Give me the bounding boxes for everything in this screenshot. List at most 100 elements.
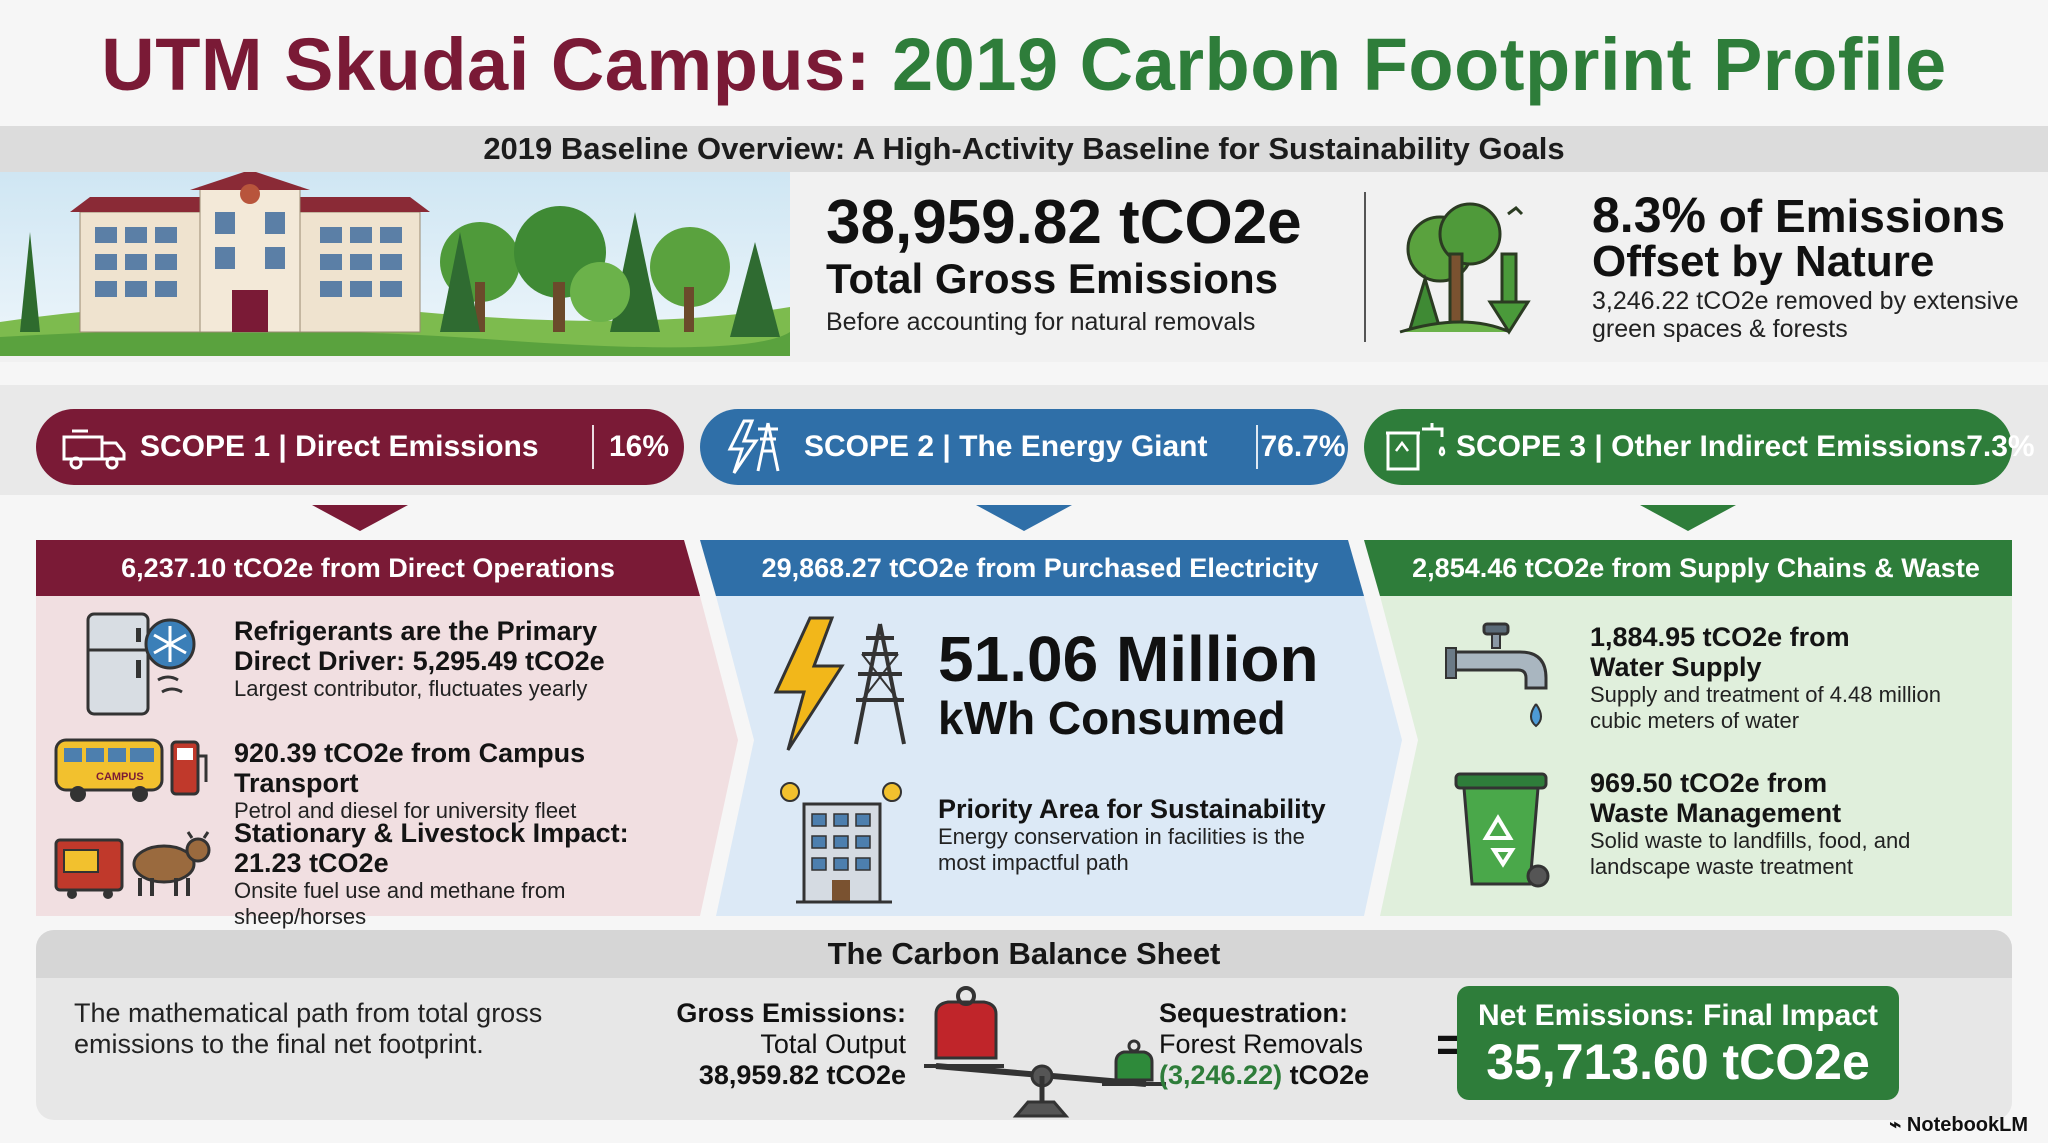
scope3-arrow (1640, 505, 1736, 531)
balance-scale-icon (924, 986, 1166, 1118)
refrigerator-snowflake-icon (86, 612, 196, 716)
scope2-label: SCOPE 2 | The Energy Giant (804, 430, 1208, 463)
hero-section: 38,959.82 tCO2e Total Gross Emissions Be… (0, 172, 2048, 362)
campus-forest-illustration (0, 172, 790, 356)
net-emissions-label: Net Emissions: Final Impact (1477, 999, 1879, 1032)
gross-emissions-label: Total Gross Emissions (826, 255, 1279, 302)
title-part1: UTM Skudai Campus: (101, 23, 871, 106)
balance-gross: Gross Emissions: Total Output 38,959.82 … (596, 998, 906, 1091)
trees-down-arrow-icon (1399, 202, 1531, 335)
bus-fuel-pump-icon: CAMPUS (54, 738, 208, 802)
hero-divider (1364, 192, 1366, 342)
priority-desc-line1: Energy conservation in facilities is the (938, 824, 1305, 849)
truck-icon (54, 417, 134, 477)
scope3-pill: SCOPE 3 | Other Indirect Emissions 7.3% (1364, 409, 2035, 485)
stationary-title-line1: Stationary & Livestock Impact: (234, 818, 629, 848)
page-title: UTM Skudai Campus: 2019 Carbon Footprint… (0, 22, 2048, 107)
waste-management-item: 969.50 tCO2e from Waste Management Solid… (1590, 768, 1990, 880)
balance-sequestration: Sequestration: Forest Removals (3,246.22… (1159, 998, 1419, 1091)
scope2-separator (1256, 425, 1258, 469)
scope2-arrow (976, 505, 1072, 531)
lightning-pylon-icon (773, 616, 906, 751)
water-desc-line1: Supply and treatment of 4.48 million (1590, 682, 1941, 707)
gross-emissions-note: Before accounting for natural removals (826, 308, 1256, 336)
bus-campus-text: CAMPUS (96, 771, 144, 783)
scope3-header: 2,854.46 tCO2e from Supply Chains & Wast… (1412, 553, 1980, 583)
generator-cow-icon (54, 831, 211, 899)
gross-emissions-block: 38,959.82 tCO2e Total Gross Emissions Be… (826, 190, 1302, 338)
priority-title: Priority Area for Sustainability (938, 794, 1326, 824)
baseline-subtitle: 2019 Baseline Overview: A High-Activity … (0, 126, 2048, 172)
balance-gross-sub: Total Output (760, 1029, 906, 1059)
waste-title-line1: 969.50 tCO2e from (1590, 768, 1828, 798)
stationary-title-line2: 21.23 tCO2e (234, 848, 389, 878)
gross-emissions-value: 38,959.82 tCO2e (826, 188, 1302, 257)
scope1-header: 6,237.10 tCO2e from Direct Operations (121, 553, 615, 583)
transport-desc: Petrol and diesel for university fleet (234, 798, 577, 823)
carbon-balance-sheet: The Carbon Balance Sheet The mathematica… (36, 930, 2012, 1120)
stationary-livestock-item: Stationary & Livestock Impact: 21.23 tCO… (234, 818, 694, 930)
water-title-line1: 1,884.95 tCO2e from (1590, 622, 1850, 652)
balance-desc-line1: The mathematical path from total gross (74, 998, 543, 1028)
scope1-separator (592, 425, 594, 469)
balance-description: The mathematical path from total gross e… (74, 998, 634, 1060)
scope1-panel: 6,237.10 tCO2e from Direct Operations Re… (36, 540, 700, 929)
building-lightbulb-icon (780, 782, 902, 904)
brand-icon: ⌁ (1889, 1114, 1907, 1136)
offset-percentage-line: 8.3% of Emissions (1592, 190, 2019, 242)
transport-item: 920.39 tCO2e from Campus Transport Petro… (234, 738, 694, 824)
scope2-percent: 76.7% (1260, 430, 1346, 463)
balance-seq-value-line: (3,246.22) tCO2e (1159, 1060, 1419, 1091)
net-emissions-value: 35,713.60 tCO2e (1486, 1034, 1870, 1090)
waste-desc-line2: landscape waste treatment (1590, 854, 1853, 879)
scope1-label: SCOPE 1 | Direct Emissions (140, 430, 539, 463)
scope1-percent: 16% (608, 430, 670, 463)
offset-percentage-suffix: of Emissions (1718, 190, 2006, 242)
kwh-label: kWh Consumed (938, 692, 1286, 744)
notebooklm-brand: ⌁ NotebookLM (1889, 1112, 2028, 1137)
kwh-value: 51.06 Million (938, 623, 1319, 695)
water-desc-line2: cubic meters of water (1590, 708, 1800, 733)
offset-note-line1: 3,246.22 tCO2e removed by extensive (1592, 287, 2019, 315)
priority-area: Priority Area for Sustainability Energy … (938, 794, 1358, 876)
balance-seq-heading: Sequestration: (1159, 998, 1349, 1028)
water-title-line2: Water Supply (1590, 652, 1762, 682)
offset-label: Offset by Nature (1592, 237, 1935, 286)
balance-seq-sub: Forest Removals (1159, 1029, 1364, 1059)
scope1-pill: SCOPE 1 | Direct Emissions 16% (36, 409, 684, 485)
transport-title: 920.39 tCO2e from Campus Transport (234, 738, 586, 798)
water-supply-item: 1,884.95 tCO2e from Water Supply Supply … (1590, 622, 1990, 734)
refrigerant-desc: Largest contributor, fluctuates yearly (234, 676, 588, 701)
refrigerant-title-line2: Direct Driver: 5,295.49 tCO2e (234, 646, 605, 676)
balance-gross-heading: Gross Emissions: (676, 998, 906, 1028)
faucet-icon (1445, 622, 1548, 728)
lightning-tower-icon (718, 417, 798, 477)
waste-title-line2: Waste Management (1590, 798, 1842, 828)
priority-desc-line2: most impactful path (938, 850, 1129, 875)
waste-desc-line1: Solid waste to landfills, food, and (1590, 828, 1911, 853)
balance-seq-number: (3,246.22) (1159, 1060, 1283, 1090)
electricity-consumption: 51.06 Million kWh Consumed (938, 626, 1358, 744)
balance-heading: The Carbon Balance Sheet (36, 930, 2012, 978)
scope2-panel: 29,868.27 tCO2e from Purchased Electrici… (716, 540, 1364, 916)
title-part2: 2019 Carbon Footprint Profile (891, 23, 1947, 106)
balance-gross-value: 38,959.82 tCO2e (698, 1060, 906, 1090)
offset-note-line2: green spaces & forests (1592, 315, 1848, 343)
offset-percentage: 8.3% (1592, 187, 1706, 243)
scope3-percent: 7.3% (1966, 430, 2035, 463)
offset-block: 8.3% of Emissions Offset by Nature 3,246… (1592, 190, 2019, 343)
balance-desc-line2: emissions to the final net footprint. (74, 1029, 484, 1059)
scope2-header: 29,868.27 tCO2e from Purchased Electrici… (761, 553, 1319, 583)
recycle-bin-icon (1454, 772, 1550, 888)
net-emissions-box: Net Emissions: Final Impact 35,713.60 tC… (1457, 986, 1899, 1100)
scope3-label: SCOPE 3 | Other Indirect Emissions (1456, 430, 1967, 463)
scope2-pill: SCOPE 2 | The Energy Giant 76.7% (700, 409, 1348, 485)
refrigerant-item: Refrigerants are the Primary Direct Driv… (234, 616, 684, 702)
recycle-faucet-icon (1382, 417, 1450, 477)
scope1-arrow (312, 505, 408, 531)
refrigerant-title-line1: Refrigerants are the Primary (234, 616, 598, 646)
scope3-panel: 2,854.46 tCO2e from Supply Chains & Wast… (1380, 540, 2012, 916)
brand-text: NotebookLM (1906, 1114, 2028, 1136)
balance-seq-unit: tCO2e (1289, 1060, 1370, 1090)
